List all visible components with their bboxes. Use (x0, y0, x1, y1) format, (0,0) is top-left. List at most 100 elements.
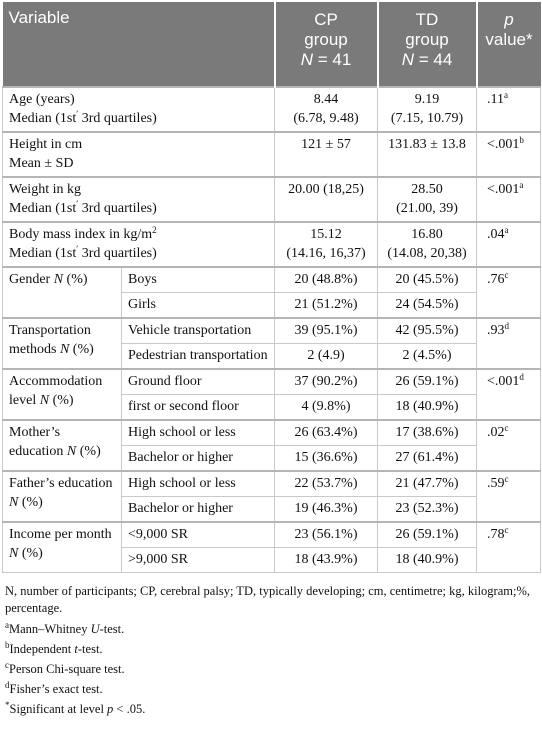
cp-value: 121 ± 57 (274, 131, 378, 178)
p-value: .11a (476, 86, 541, 133)
subgroup-label: Vehicle transportation (121, 317, 275, 344)
p-value: <.001a (476, 176, 541, 223)
table-row-accommodation: Accommodation level N (%) Ground floor 3… (2, 368, 541, 421)
header-td-line2: group (405, 30, 449, 49)
header-cp-n: N = 41 (300, 50, 352, 69)
cp-value: 20.00 (18,25) (274, 176, 378, 223)
td-value: 23 (52.3%) (377, 496, 477, 523)
footnote-d: dFisher’s exact test. (5, 680, 103, 697)
subgroup-label: first or second floor (121, 394, 275, 421)
td-value: 21 (47.7%) (377, 470, 477, 497)
p-value: .04a (476, 221, 541, 268)
table-row-income: Income per month N (%) <9,000 SR 23 (56.… (2, 521, 541, 573)
header-cp-line2: group (304, 30, 348, 49)
group-label: Income per month N (%) (2, 521, 122, 573)
table-row: Girls 21 (51.2%) 24 (54.5%) (3, 292, 541, 319)
td-value: 131.83 ± 13.8 (377, 131, 477, 178)
table-row-mother-education: Mother’s education N (%) High school or … (2, 419, 541, 472)
group-label: Gender N (%) (2, 266, 122, 319)
p-value: .78c (476, 521, 541, 573)
cp-value: 26 (63.4%) (274, 419, 378, 446)
table-header: Variable CP group N = 41 TD group N = 44… (2, 2, 541, 87)
td-value: 26 (59.1%) (377, 368, 477, 395)
td-value: 18 (40.9%) (377, 394, 477, 421)
cp-value: 15.12 (14.16, 16,37) (274, 221, 378, 268)
cp-value: 18 (43.9%) (274, 547, 378, 573)
cp-value: 15 (36.6%) (274, 445, 378, 472)
group-label: Father’s education N (%) (2, 470, 122, 523)
p-value: .76c (476, 266, 541, 319)
p-value: .59c (476, 470, 541, 523)
subgroup-label: >9,000 SR (121, 547, 275, 573)
subgroup-label: Girls (121, 292, 275, 319)
cp-value: 21 (51.2%) (274, 292, 378, 319)
td-value: 16.80 (14.08, 20,38) (377, 221, 477, 268)
header-p-line2: value* (485, 30, 533, 49)
cp-value: 39 (95.1%) (274, 317, 378, 344)
table-row-age: Age (years) Median (1st′ 3rd quartiles) … (2, 86, 541, 133)
table-row: Bachelor or higher 19 (46.3%) 23 (52.3%) (3, 496, 541, 523)
abbreviations-note: N, number of participants; CP, cerebral … (5, 584, 530, 615)
group-label: Accommodation level N (%) (2, 368, 122, 421)
cp-value: 20 (48.8%) (274, 266, 378, 293)
td-value: 18 (40.9%) (377, 547, 477, 573)
td-value: 20 (45.5%) (377, 266, 477, 293)
header-variable: Variable (2, 2, 276, 87)
subgroup-label: Pedestrian transportation (121, 343, 275, 370)
td-value: 26 (59.1%) (377, 521, 477, 548)
group-label: Mother’s education N (%) (2, 419, 122, 472)
td-value: 28.50 (21.00, 39) (377, 176, 477, 223)
header-p-value: p value* (476, 2, 541, 87)
p-value: <.001b (476, 131, 541, 178)
table-figure: Variable CP group N = 41 TD group N = 44… (2, 2, 541, 721)
p-value: .93d (476, 317, 541, 370)
subgroup-label: Bachelor or higher (121, 445, 275, 472)
td-value: 42 (95.5%) (377, 317, 477, 344)
td-value: 2 (4.5%) (377, 343, 477, 370)
table-row: >9,000 SR 18 (43.9%) 18 (40.9%) (3, 547, 541, 573)
table-row: Pedestrian transportation 2 (4.9) 2 (4.5… (3, 343, 541, 370)
row-label: Height in cm Mean ± SD (2, 131, 275, 178)
table-row-gender: Gender N (%) Boys 20 (48.8%) 20 (45.5%) … (2, 266, 541, 319)
header-cp-line1: CP (314, 10, 338, 29)
table-row-height: Height in cm Mean ± SD 121 ± 57 131.83 ± … (2, 131, 541, 178)
subgroup-label: <9,000 SR (121, 521, 275, 548)
footnote-a: aMann–Whitney U-test. (5, 620, 125, 637)
p-value: <.001d (476, 368, 541, 421)
table-row-transportation: Transportation methods N (%) Vehicle tra… (2, 317, 541, 370)
table-row: Bachelor or higher 15 (36.6%) 27 (61.4%) (3, 445, 541, 472)
cp-value: 4 (9.8%) (274, 394, 378, 421)
table-row: first or second floor 4 (9.8%) 18 (40.9%… (3, 394, 541, 421)
row-label: Body mass index in kg/m2 Median (1st′ 3r… (2, 221, 275, 268)
footnote-b: bIndependent t-test. (5, 640, 103, 657)
table-row-bmi: Body mass index in kg/m2 Median (1st′ 3r… (2, 221, 541, 268)
td-value: 27 (61.4%) (377, 445, 477, 472)
cp-value: 22 (53.7%) (274, 470, 378, 497)
subgroup-label: Bachelor or higher (121, 496, 275, 523)
table-row-father-education: Father’s education N (%) High school or … (2, 470, 541, 523)
subgroup-label: Ground floor (121, 368, 275, 395)
footnote-c: cPerson Chi-square test. (5, 660, 125, 677)
header-td-n: N = 44 (401, 50, 453, 69)
table-footnotes: N, number of participants; CP, cerebral … (2, 583, 540, 718)
header-p-line1: p (504, 10, 514, 29)
subgroup-label: High school or less (121, 419, 275, 446)
td-value: 24 (54.5%) (377, 292, 477, 319)
cp-value: 8.44 (6.78, 9.48) (274, 86, 378, 133)
footnote-significance: *Significant at level p < .05. (5, 700, 146, 717)
p-value: .02c (476, 419, 541, 472)
group-label: Transportation methods N (%) (2, 317, 122, 370)
data-table: Variable CP group N = 41 TD group N = 44… (2, 2, 541, 573)
row-label: Age (years) Median (1st′ 3rd quartiles) (2, 86, 275, 133)
table-row-weight: Weight in kg Median (1st′ 3rd quartiles)… (2, 176, 541, 223)
td-value: 9.19 (7.15, 10.79) (377, 86, 477, 133)
row-label: Weight in kg Median (1st′ 3rd quartiles) (2, 176, 275, 223)
td-value: 17 (38.6%) (377, 419, 477, 446)
subgroup-label: Boys (121, 266, 275, 293)
header-td-group: TD group N = 44 (377, 2, 478, 87)
cp-value: 2 (4.9) (274, 343, 378, 370)
header-td-line1: TD (415, 10, 439, 29)
cp-value: 37 (90.2%) (274, 368, 378, 395)
cp-value: 23 (56.1%) (274, 521, 378, 548)
cp-value: 19 (46.3%) (274, 496, 378, 523)
